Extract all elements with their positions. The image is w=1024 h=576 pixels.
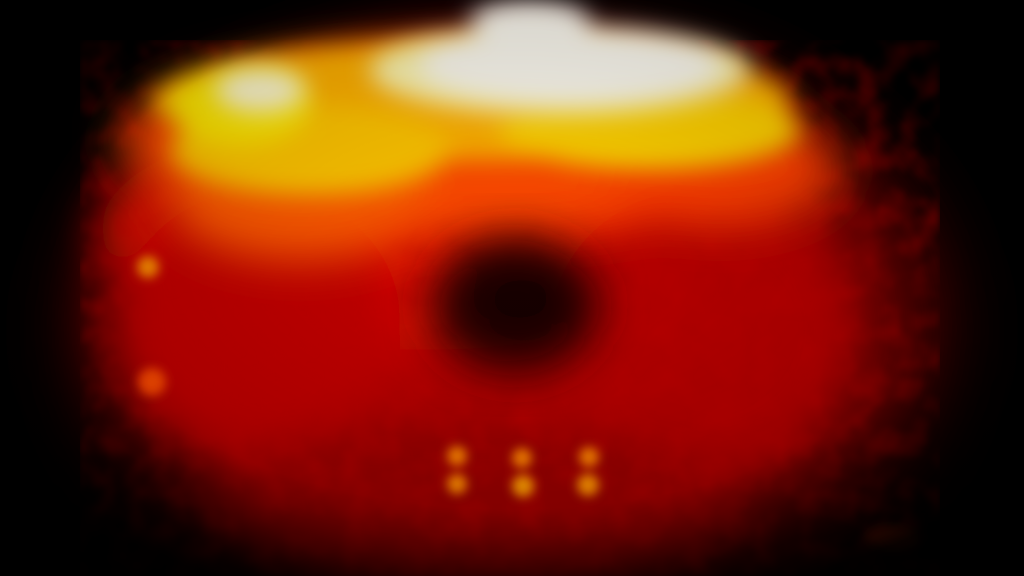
heatmap-image [0,0,1024,576]
vignette [0,0,1024,576]
heatmap-canvas [0,0,1024,576]
